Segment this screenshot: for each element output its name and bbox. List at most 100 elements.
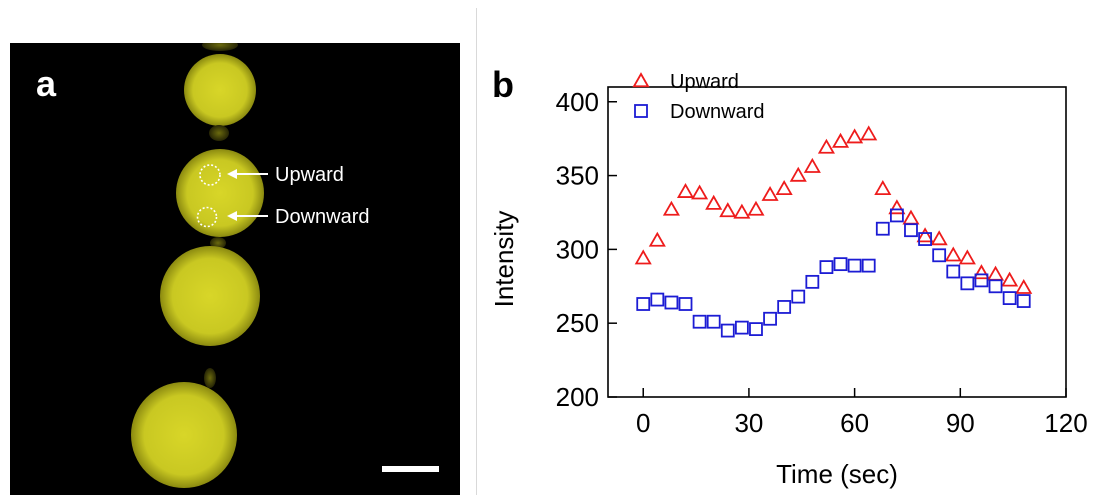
data-point-downward <box>1002 291 1017 305</box>
x-tick-label: 120 <box>1044 408 1087 438</box>
data-point-upward <box>634 249 652 265</box>
data-point-upward <box>648 231 666 247</box>
y-tick-label: 200 <box>556 382 599 412</box>
y-axis: 200 250 300 350 400 <box>556 87 617 412</box>
data-point-upward <box>747 200 765 216</box>
data-point-downward <box>791 289 806 304</box>
data-point-upward <box>972 264 990 280</box>
data-point-upward <box>1001 271 1019 287</box>
scale-bar <box>382 466 439 472</box>
downward-annotation: Downward <box>275 206 369 228</box>
data-point-downward <box>946 264 961 279</box>
data-point-downward <box>875 221 890 236</box>
data-series <box>634 125 1033 338</box>
legend-marker-upward <box>632 72 650 88</box>
droplet-2 <box>176 149 264 237</box>
droplet-link-3 <box>204 368 216 388</box>
data-point-upward <box>705 194 723 210</box>
y-tick-label: 300 <box>556 234 599 264</box>
panel-divider <box>476 8 477 495</box>
data-point-downward <box>636 297 651 311</box>
y-tick-label: 250 <box>556 308 599 338</box>
data-point-upward <box>902 209 920 225</box>
downward-arrow-head <box>227 211 237 221</box>
panel-a-micrograph: Upward Downward a <box>10 43 460 495</box>
data-point-upward <box>958 249 976 265</box>
data-point-downward <box>918 232 932 246</box>
data-point-upward <box>846 128 864 144</box>
plot-frame <box>607 86 1067 398</box>
data-point-upward <box>888 199 906 215</box>
upward-annotation: Upward <box>275 164 344 186</box>
data-point-downward <box>1016 294 1031 308</box>
data-point-upward <box>733 203 751 219</box>
series-upward <box>634 125 1033 294</box>
data-point-upward <box>986 265 1005 281</box>
y-tick-label: 400 <box>556 87 599 117</box>
data-point-downward <box>706 314 721 329</box>
legend-marker-downward <box>634 104 648 118</box>
legend: Upward Downward <box>632 71 764 123</box>
droplet-1 <box>184 54 256 126</box>
data-point-downward <box>974 273 989 288</box>
data-point-downward <box>734 320 749 335</box>
panel-b-chart: b 200 250 300 350 400 0 30 60 90 120 Intensity T… <box>489 64 1088 489</box>
x-axis-label: Time (sec) <box>776 459 898 489</box>
data-point-downward <box>720 323 735 338</box>
data-point-downward <box>749 322 763 336</box>
data-point-downward <box>988 279 1003 294</box>
data-point-downward <box>692 314 707 329</box>
data-point-upward <box>831 132 850 148</box>
data-point-upward <box>789 166 807 182</box>
micrograph-image: Upward Downward a <box>10 43 460 495</box>
data-point-downward <box>861 258 876 273</box>
data-point-downward <box>805 274 820 289</box>
data-point-downward <box>833 257 848 272</box>
data-point-upward <box>719 202 737 218</box>
y-tick-label: 350 <box>556 161 599 191</box>
x-tick-label: 0 <box>636 408 650 438</box>
data-point-upward <box>817 138 835 154</box>
data-point-upward <box>860 125 878 141</box>
data-point-upward <box>691 184 709 200</box>
x-axis: 0 30 60 90 120 <box>636 388 1088 438</box>
series-downward <box>636 208 1031 338</box>
data-point-downward <box>678 297 693 311</box>
data-point-upward <box>944 246 962 262</box>
data-point-downward <box>889 208 904 223</box>
data-point-downward <box>847 258 862 273</box>
x-tick-label: 60 <box>840 408 869 438</box>
upward-arrow-head <box>227 169 237 179</box>
data-point-downward <box>650 292 665 307</box>
data-point-downward <box>904 223 918 238</box>
data-point-downward <box>932 248 947 263</box>
upward-roi-circle <box>199 164 221 186</box>
data-point-downward <box>777 300 792 314</box>
y-axis-label: Intensity <box>489 211 519 308</box>
legend-label-upward: Upward <box>670 71 739 93</box>
data-point-downward <box>960 276 975 291</box>
droplet-3 <box>160 246 260 346</box>
data-point-upward <box>676 182 695 198</box>
panel-a-label: a <box>36 63 57 104</box>
downward-roi-circle <box>196 206 218 228</box>
data-point-upward <box>1015 278 1033 294</box>
droplet-link-2 <box>210 237 226 249</box>
data-point-upward <box>775 180 793 196</box>
data-point-upward <box>803 157 821 173</box>
data-point-upward <box>662 200 680 216</box>
panel-b-label: b <box>492 64 514 105</box>
x-tick-label: 90 <box>946 408 975 438</box>
data-point-upward <box>930 230 948 246</box>
data-point-downward <box>763 311 777 326</box>
data-point-upward <box>916 227 934 243</box>
data-point-downward <box>819 260 834 274</box>
legend-label-downward: Downward <box>670 101 764 123</box>
droplet-top-edge <box>202 43 238 51</box>
data-point-downward <box>664 295 679 310</box>
droplet-link-1 <box>209 125 229 141</box>
data-point-upward <box>874 180 892 196</box>
x-tick-label: 30 <box>734 408 763 438</box>
droplet-4 <box>131 382 237 488</box>
data-point-upward <box>761 185 779 201</box>
